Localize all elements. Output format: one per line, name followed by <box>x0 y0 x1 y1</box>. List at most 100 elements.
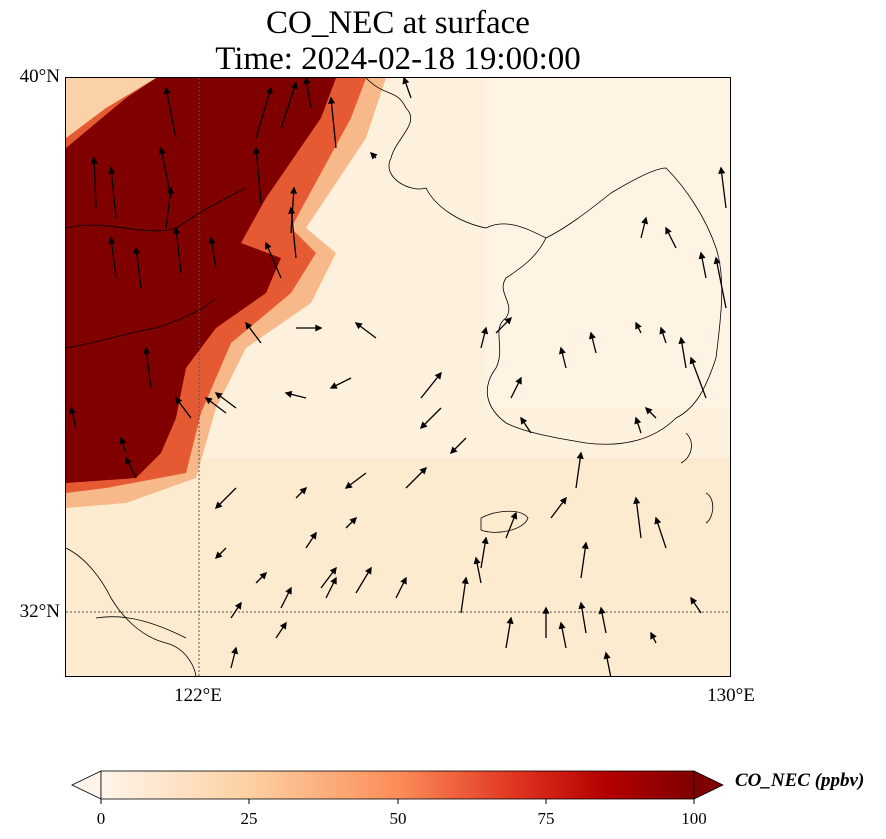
wind-arrow-head <box>166 186 174 195</box>
wind-arrow-head <box>576 451 584 460</box>
wind-arrow-head <box>644 406 653 415</box>
wind-arrow-head <box>520 416 528 425</box>
wind-arrow-head <box>659 326 667 335</box>
wind-arrow-head <box>400 576 407 585</box>
wind-arrow-head <box>290 81 298 90</box>
wind-arrow-head <box>108 166 116 174</box>
wind-arrow-head <box>290 186 298 194</box>
wind-arrow-head <box>434 371 442 380</box>
wind-arrow <box>690 357 707 399</box>
field-south <box>66 458 730 676</box>
wind-arrow-head <box>402 78 410 85</box>
wind-arrow <box>580 542 587 579</box>
wind-arrow-head <box>365 566 372 575</box>
wind-arrow-head <box>481 536 489 545</box>
wind-arrow-head <box>581 541 589 550</box>
wind-arrow-head <box>279 621 287 630</box>
wind-arrow-head <box>234 601 242 610</box>
wind-arrow-head <box>303 78 311 85</box>
wind-arrow-head <box>204 397 213 405</box>
wind-arrow <box>255 147 262 204</box>
map-title: CO_NEC at surface <box>266 5 530 41</box>
wind-arrow-head <box>288 206 296 214</box>
wind-arrow-head <box>214 501 223 510</box>
wind-arrow-head <box>419 421 428 430</box>
map-canvas <box>66 78 730 676</box>
wind-arrow <box>460 577 467 614</box>
wind-arrow-head <box>603 651 611 660</box>
wind-arrow-head <box>515 376 522 385</box>
wind-arrow-head <box>214 392 223 400</box>
wind-arrow <box>290 207 297 259</box>
wind-arrow <box>110 237 117 279</box>
wind-arrow-head <box>461 576 469 585</box>
lat-tick-32: 32°N <box>19 601 60 622</box>
wind-arrow <box>720 167 727 209</box>
wind-arrow-head <box>328 96 336 104</box>
wind-arrow-head <box>231 646 239 655</box>
wind-arrow <box>265 242 282 279</box>
wind-arrow-head <box>264 241 272 250</box>
wind-arrow-head <box>284 390 293 398</box>
wind-arrow-head <box>633 496 641 505</box>
wind-arrow-head <box>245 321 253 330</box>
colorbar-label: CO_NEC (ppbv) <box>735 770 865 791</box>
wind-arrow-head <box>133 246 141 255</box>
wind-arrow-head <box>125 456 132 465</box>
wind-vectors <box>68 78 727 676</box>
wind-arrow-head <box>634 416 642 425</box>
wind-arrow-head <box>449 446 458 455</box>
wind-arrow-head <box>330 576 337 585</box>
wind-arrow-head <box>158 146 166 155</box>
wind-arrow-head <box>678 336 686 345</box>
wind-arrow-head <box>598 606 606 615</box>
wind-arrow-head <box>578 601 586 610</box>
wind-arrow-head <box>510 511 518 520</box>
wind-arrow-head <box>542 606 550 614</box>
wind-arrow <box>330 97 337 149</box>
wind-arrow-head <box>349 516 358 525</box>
wind-arrow-head <box>559 496 567 505</box>
wind-arrow <box>145 347 152 389</box>
wind-arrow-head <box>344 481 353 489</box>
wind-arrow-head <box>354 322 363 330</box>
wind-arrow-head <box>315 324 323 332</box>
wind-arrow-head <box>252 146 261 154</box>
lon-tick-122: 122°E <box>174 685 222 706</box>
wind-arrow-head <box>713 256 721 265</box>
colorbar-tick-0: 0 <box>96 809 106 828</box>
colorbar-tick-100: 100 <box>681 809 707 828</box>
colorbar-ramp <box>100 770 695 800</box>
wind-arrow <box>175 227 182 274</box>
field-korea-low <box>486 78 730 408</box>
wind-arrow-head <box>329 382 338 389</box>
wind-arrow-head <box>173 226 181 235</box>
colorbar-extend-low <box>71 770 102 800</box>
wind-arrow-head <box>473 556 481 565</box>
wind-arrow-head <box>143 346 151 355</box>
wind-arrow-head <box>214 551 223 560</box>
wind-arrow-head <box>690 596 698 605</box>
lon-tick-130: 130°E <box>707 685 755 706</box>
wind-arrow-head <box>119 436 127 445</box>
wind-arrow <box>635 497 642 539</box>
wind-arrow-head <box>309 531 317 540</box>
colorbar-tick-75: 75 <box>537 809 555 828</box>
wind-arrow-head <box>299 486 308 495</box>
wind-arrow <box>165 187 172 229</box>
wind-arrow-head <box>90 156 98 164</box>
wind-arrow-head <box>588 331 596 340</box>
wind-arrow-head <box>718 166 726 175</box>
wind-arrow-head <box>108 236 116 245</box>
wind-arrow <box>715 257 727 309</box>
wind-arrow <box>165 87 177 139</box>
wind-arrow <box>575 452 582 489</box>
wind-arrow-head <box>68 406 76 415</box>
plume-corner-light <box>66 78 156 138</box>
wind-arrow-head <box>504 316 513 325</box>
wind-arrow-head <box>175 396 183 405</box>
wind-arrow-head <box>481 326 489 335</box>
wind-arrow-head <box>265 86 273 95</box>
colorbar-extend-high <box>693 770 724 800</box>
wind-arrow-head <box>208 236 216 245</box>
